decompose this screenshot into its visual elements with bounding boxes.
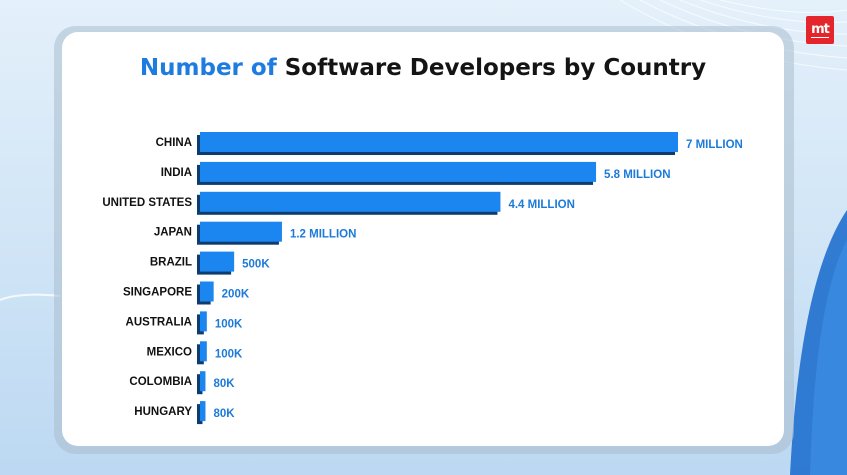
category-label-5: BRAZIL xyxy=(150,257,192,269)
value-label-10: 80K xyxy=(213,408,235,420)
category-label-10: HUNGARY xyxy=(134,406,192,418)
category-label-7: AUSTRALIA xyxy=(126,316,192,328)
bar-6 xyxy=(200,281,214,302)
value-label-7: 100K xyxy=(215,318,243,330)
bar-9 xyxy=(200,371,206,392)
bar-1 xyxy=(200,132,678,152)
bar-4 xyxy=(200,221,282,242)
category-label-8: MEXICO xyxy=(147,346,192,358)
category-label-6: SINGAPORE xyxy=(123,287,192,299)
brand-logo-text: mt xyxy=(811,21,830,38)
bar-shadow-9 xyxy=(197,374,203,395)
category-label-1: CHINA xyxy=(156,137,192,149)
brand-logo[interactable]: mt xyxy=(806,16,834,44)
value-label-8: 100K xyxy=(215,348,243,360)
bar-2 xyxy=(200,161,597,182)
bar-10 xyxy=(200,401,206,422)
category-label-4: JAPAN xyxy=(154,227,192,239)
category-label-2: INDIA xyxy=(161,167,192,179)
bar-7 xyxy=(200,311,207,332)
category-label-9: COLOMBIA xyxy=(129,376,192,388)
value-label-4: 1.2 MILLION xyxy=(290,229,356,241)
bar-5 xyxy=(200,251,235,272)
value-label-6: 200K xyxy=(222,289,250,301)
chart-title-rest: Software Developers by Country xyxy=(284,55,707,81)
bar-shadow-10 xyxy=(197,404,203,425)
value-label-3: 4.4 MILLION xyxy=(508,199,574,211)
value-label-1: 7 MILLION xyxy=(686,139,743,151)
value-label-5: 500K xyxy=(242,259,270,271)
chart-card xyxy=(62,32,784,446)
bar-8 xyxy=(200,341,207,362)
chart-title: Number of Software Developers by Country xyxy=(62,55,784,81)
category-label-3: UNITED STATES xyxy=(102,197,192,209)
value-label-2: 5.8 MILLION xyxy=(604,169,670,181)
bar-3 xyxy=(200,191,501,212)
value-label-9: 80K xyxy=(213,378,235,390)
chart-title-accent: Number of xyxy=(139,55,277,81)
